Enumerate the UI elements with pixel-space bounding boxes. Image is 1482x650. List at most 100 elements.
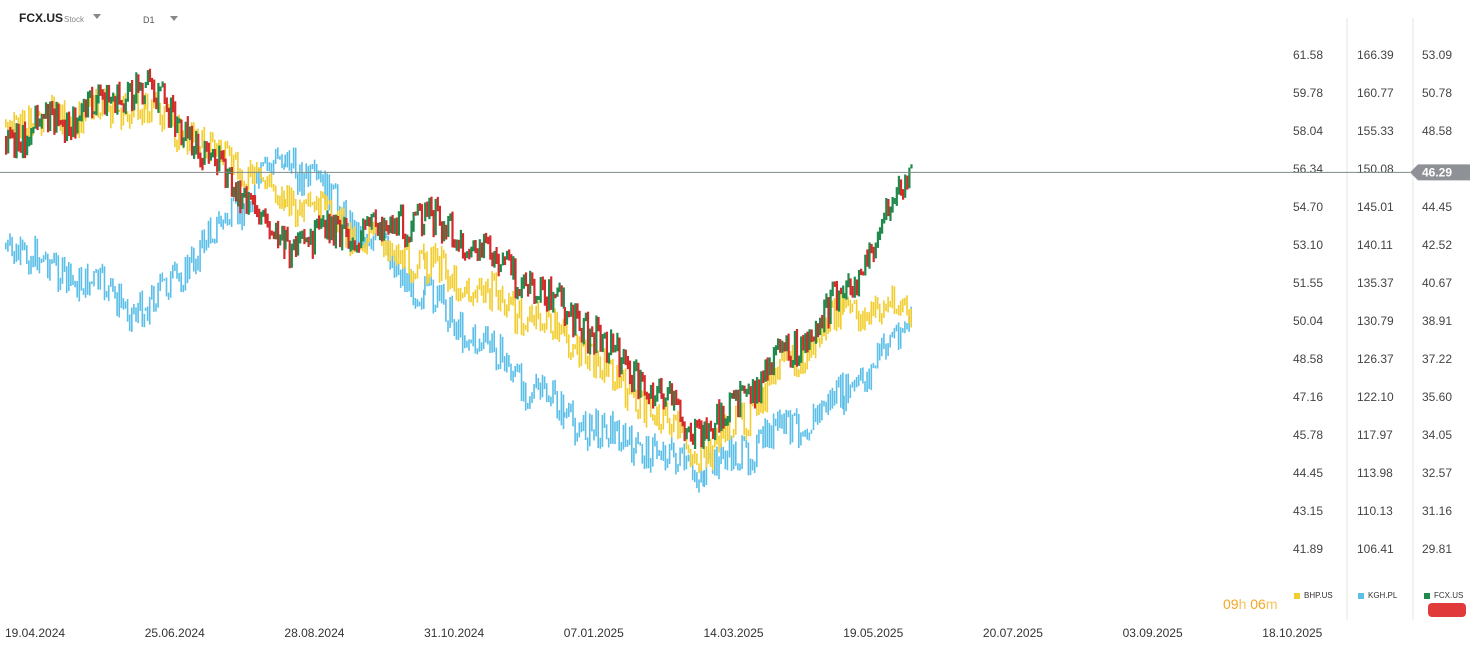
series-bar [139,82,142,91]
series-bar [157,282,159,308]
series-bar [309,191,312,208]
series-bar [510,363,512,381]
y-tick-label: 51.55 [1293,276,1323,290]
series-bar [118,109,120,112]
series-bar [239,168,241,180]
series-bar [122,298,125,310]
series-bar [887,343,889,356]
series-bar [683,443,686,471]
series-bar [772,366,775,385]
series-bar [470,246,473,258]
series-bar [741,385,744,391]
series-bar [658,404,660,430]
y-tick-label: 117.97 [1357,428,1393,442]
series-bar [324,219,327,239]
series-bar [26,245,28,264]
series-bar [264,208,267,224]
interval-select[interactable]: D1 [143,15,155,25]
series-bar [512,290,514,306]
series-bar [831,281,834,297]
series-bar [539,313,542,332]
series-bar [362,245,364,252]
series-bar [161,81,164,88]
series-bar [311,230,314,259]
series-bar [414,273,417,280]
series-bar [404,265,406,292]
series-bar [107,84,111,103]
series-bar [802,334,805,351]
series-bar [872,302,875,317]
series-bar [781,414,783,429]
series-bar [220,150,223,160]
series-bar [904,174,907,198]
series-bar [416,299,419,307]
series-bar [472,327,474,347]
series-bar [586,437,589,451]
interval-dropdown-chevron-down-icon[interactable] [170,16,178,21]
series-bar [829,289,832,324]
series-bar [766,419,769,447]
series-bar [324,194,326,211]
series-bar [91,86,94,119]
series-bar [222,219,224,230]
series-bar [174,101,177,137]
series-bar [745,388,748,397]
series-bar [833,391,836,406]
series-bar [499,289,502,312]
series-bar [720,431,722,448]
series-bar [510,254,513,276]
series-bar [133,94,136,111]
series-bar [474,324,477,354]
series-bar [286,185,289,207]
series-bar [624,349,627,366]
symbol-dropdown-chevron-down-icon[interactable] [93,14,101,19]
series-bar [793,412,796,416]
series-bar [224,158,227,189]
series-bar [32,255,34,268]
series-bar [343,208,345,224]
series-bar [545,304,548,330]
series-bar [508,355,510,367]
series-bar [626,439,629,447]
series-bar [167,103,170,110]
series-bar [368,227,370,243]
series-bar [506,304,508,318]
series-bar [889,206,892,221]
series-bar [143,95,146,105]
y-tick-label: 56.34 [1293,162,1323,176]
series-bar [766,357,769,381]
symbol-name[interactable]: FCX.US [19,11,64,25]
series-bar [368,217,371,227]
series-bar [182,137,185,148]
series-bar [895,308,898,314]
series-bar [891,285,894,309]
series-bar [389,216,392,234]
series-bar [7,239,9,252]
series-bar [516,313,519,335]
series-bar [568,402,570,417]
sell-button[interactable] [1428,603,1466,617]
legend-item-fcx[interactable]: FCX.US [1424,591,1463,600]
series-bar [74,107,77,139]
series-bar [821,314,824,329]
series-bar [438,255,441,283]
series-bar [743,385,746,394]
series-bar [878,227,882,241]
instrument-type: Stock [64,15,85,24]
series-bar [247,166,250,191]
series-bar [610,329,613,356]
series-bar [288,150,291,171]
series-bar [503,256,507,265]
series-bar [347,228,350,249]
series-bar [662,409,665,430]
legend-item-kgh[interactable]: KGH.PL [1358,591,1397,600]
series-bar [899,300,902,316]
series-bar [735,441,737,466]
series-bar [612,333,615,353]
series-bar [772,347,775,376]
series-bar [499,264,502,273]
series-bar [372,212,375,218]
legend-item-bhp[interactable]: BHP.US [1294,591,1333,600]
series-bar [268,174,271,187]
